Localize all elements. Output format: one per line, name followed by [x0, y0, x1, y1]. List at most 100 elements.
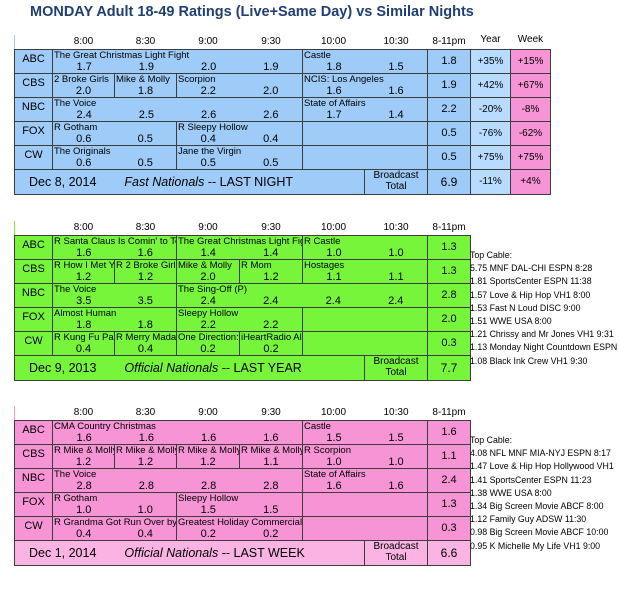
top-cable-item: 0.95 K Michelle My Life VH1 9:00: [470, 540, 601, 551]
vs-last-year-change: -20%: [478, 104, 503, 115]
rating: 1.8: [76, 319, 92, 331]
show-name: The Voice: [54, 284, 97, 296]
rating: 1.2: [137, 456, 154, 468]
show-name: R Mom: [241, 260, 272, 272]
time-header: 10:30: [383, 36, 409, 47]
date-caption: Dec 8, 2014 Fast Nationals -- LAST NIGHT: [29, 175, 294, 189]
rating: 1.5: [388, 432, 404, 444]
rating: 0.5: [263, 157, 279, 169]
network-cw: CW: [24, 335, 43, 347]
time-header: 8:00: [73, 36, 94, 47]
time-header: 8:30: [135, 222, 156, 233]
rating: 0.4: [137, 343, 154, 355]
vs-last-year-change: -11%: [479, 176, 502, 187]
top-cable-item: 1.57 Love & Hip Hop VH1 8:00: [470, 289, 591, 300]
rating: 1.5: [388, 61, 404, 73]
rating: 1.2: [137, 271, 154, 283]
rating: 0.2: [200, 528, 216, 540]
show-name: R Mike & Molly: [54, 445, 114, 457]
vs-last-week-change: +4%: [520, 176, 541, 187]
rating: 1.9: [138, 61, 155, 73]
top-cable-item: 1.12 Family Guy ADSW 11:30: [470, 514, 587, 525]
vs-last-week-change: -62%: [518, 128, 543, 139]
time-header: 8-11pm: [432, 222, 466, 233]
rating: 1.7: [76, 61, 92, 73]
rating: 1.6: [76, 432, 92, 444]
top-cable-item: 1.81 SportsCenter ESPN 11:38: [470, 276, 592, 287]
top-cable-item: 1.38 WWE USA 8:00: [470, 487, 552, 498]
report-title: MONDAY Adult 18-49 Ratings (Live+Same Da…: [30, 4, 474, 20]
top-cable-item: 1.41 SportsCenter ESPN 11:23: [470, 474, 592, 485]
rating: 1.0: [388, 456, 404, 468]
show-name: One Direction: This is Us: [178, 332, 239, 344]
show-name: R Grandma Got Run Over by a Reindeer: [54, 517, 176, 529]
show-name: R Gotham: [54, 493, 98, 505]
rating: 0.2: [200, 343, 216, 355]
network-abc: ABC: [22, 424, 45, 436]
top-cable-item: 1.53 Fast N Loud DISC 9:00: [470, 302, 581, 313]
rating: 0.4: [200, 133, 216, 145]
rating: 2.4: [76, 109, 92, 121]
date-caption: Dec 9, 2013 Official Nationals -- LAST YE…: [29, 361, 302, 375]
vs-last-year-change: +75%: [477, 152, 504, 163]
rating: 2.2: [263, 319, 279, 331]
show-name: Greatest Holiday Commercials: [178, 517, 302, 529]
show-name: Jane the Virgin: [178, 146, 242, 158]
rating: 2.6: [200, 109, 217, 121]
network-cbs: CBS: [22, 77, 45, 89]
rating: 2.0: [263, 85, 279, 97]
time-header: 9:30: [261, 36, 281, 47]
rating: 1.6: [76, 247, 92, 259]
show-name: The Originals: [54, 146, 111, 158]
rating: 2.2: [200, 85, 216, 97]
rating: 1.5: [326, 432, 342, 444]
vs-last-year-change: -76%: [478, 128, 503, 139]
vs-last-year-change: +42%: [477, 80, 504, 91]
network-cbs: CBS: [22, 263, 45, 275]
total-rating: 0.3: [441, 337, 457, 349]
show-name: Sleepy Hollow: [178, 308, 239, 320]
last-week-ratings-grid: 8:00 8:30 9:00 9:30 10:00 10:30 8-11pm A…: [14, 406, 471, 566]
time-header: 10:00: [320, 407, 347, 418]
broadcast-total-label: Broadcast Total: [373, 170, 419, 193]
rating: 0.4: [76, 528, 92, 540]
network-abc: ABC: [22, 239, 45, 251]
rating: 2.8: [138, 480, 155, 492]
show-name: Almost Human: [54, 308, 117, 320]
rating: 1.4: [200, 247, 216, 259]
rating: 1.5: [200, 504, 216, 516]
show-name: Hostages: [304, 260, 345, 272]
vs-last-week-change: +15%: [517, 56, 544, 67]
top-cable-item: 1.21 Chrissy and Mr Jones VH1 9:31: [470, 329, 614, 340]
time-header: 10:30: [383, 222, 409, 233]
show-name: R Gotham: [54, 122, 98, 134]
vs-last-week-header: vs Last Week: [517, 35, 544, 45]
network-abc: ABC: [22, 53, 45, 65]
rating: 1.6: [200, 432, 217, 444]
rating: 2.8: [263, 480, 279, 492]
time-header: 8:00: [73, 407, 94, 418]
rating: 0.2: [263, 343, 279, 355]
rating: 0.4: [263, 133, 279, 145]
rating: 1.1: [263, 456, 279, 468]
total-rating: 2.0: [441, 313, 457, 325]
rating: 0.6: [76, 157, 92, 169]
rating: 1.6: [326, 480, 342, 492]
rating: 2.8: [200, 480, 217, 492]
time-header: 10:00: [320, 36, 347, 47]
network-nbc: NBC: [21, 101, 46, 113]
rating: 1.8: [326, 61, 342, 73]
top-cable-list-last-year: Top Cable: 5.75 MNF DAL-CHI ESPN 8:28 1.…: [470, 249, 620, 368]
total-rating: 1.1: [441, 450, 457, 462]
time-header: 8:30: [135, 407, 156, 418]
show-name: R 2 Broke Girls: [116, 260, 176, 272]
total-rating: 2.8: [441, 289, 457, 301]
total-rating: 2.4: [441, 474, 457, 486]
show-name: CMA Country Christmas: [54, 421, 156, 433]
rating: 1.1: [326, 271, 342, 283]
time-header: 9:30: [261, 222, 281, 233]
rating: 1.0: [76, 504, 92, 516]
rating: 1.8: [137, 319, 153, 331]
show-name: R Mike & Molly: [116, 445, 176, 457]
network-nbc: NBC: [21, 472, 46, 484]
